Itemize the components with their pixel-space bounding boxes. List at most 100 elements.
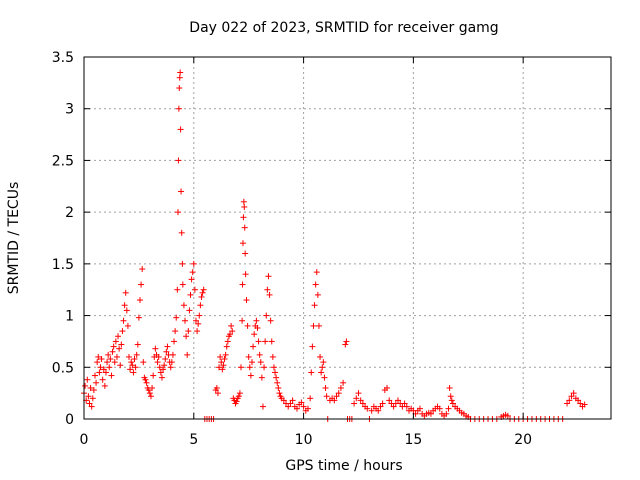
data-point <box>194 328 201 335</box>
data-point <box>357 397 364 404</box>
data-point <box>162 356 169 363</box>
data-point <box>504 412 511 419</box>
data-point <box>110 343 117 350</box>
data-point <box>321 374 328 381</box>
data-point <box>143 379 150 386</box>
data-point <box>280 397 287 404</box>
data-point <box>128 359 135 366</box>
data-point <box>164 343 171 350</box>
data-point <box>248 359 255 366</box>
data-point <box>244 322 251 329</box>
data-point <box>157 369 164 376</box>
data-point <box>239 281 246 288</box>
x-tick-label: 15 <box>404 432 422 448</box>
data-point <box>443 410 450 417</box>
data-point <box>123 307 130 314</box>
data-point <box>375 407 382 414</box>
data-point <box>179 281 186 288</box>
data-point <box>152 345 159 352</box>
data-point <box>245 353 252 360</box>
data-point <box>342 341 349 348</box>
data-point <box>355 390 362 397</box>
data-point <box>267 317 274 324</box>
data-point <box>309 343 316 350</box>
data-point <box>147 393 154 400</box>
data-point <box>312 281 319 288</box>
data-point <box>285 403 292 410</box>
data-point <box>216 364 223 371</box>
data-point <box>188 276 195 283</box>
data-point <box>263 312 270 319</box>
data-point <box>258 374 265 381</box>
data-point <box>117 362 124 369</box>
data-point <box>233 398 240 405</box>
y-tick-label: 1 <box>65 309 74 325</box>
data-point <box>229 328 236 335</box>
data-point <box>145 387 152 394</box>
data-point <box>568 393 575 400</box>
data-point <box>319 364 326 371</box>
data-point <box>187 291 194 298</box>
data-point <box>259 403 266 410</box>
data-point <box>106 364 113 371</box>
data-point <box>289 397 296 404</box>
data-point <box>199 289 206 296</box>
data-point <box>132 364 139 371</box>
x-tick-label: 10 <box>295 432 313 448</box>
data-point <box>337 384 344 391</box>
data-point <box>179 260 186 267</box>
y-tick-label: 2 <box>65 205 74 221</box>
x-tick-label: 0 <box>80 432 89 448</box>
data-point <box>183 333 190 340</box>
data-point <box>155 353 162 360</box>
data-point <box>158 374 165 381</box>
data-point <box>97 364 104 371</box>
data-point <box>185 328 192 335</box>
data-point <box>87 384 94 391</box>
data-point <box>236 390 243 397</box>
y-tick-label: 3.5 <box>52 50 74 66</box>
data-point <box>214 390 221 397</box>
data-point <box>127 366 134 373</box>
data-point <box>223 343 230 350</box>
data-point <box>171 338 178 345</box>
data-point <box>275 384 282 391</box>
data-point <box>189 269 196 276</box>
data-point <box>174 209 181 216</box>
data-point <box>200 286 207 293</box>
tick-labels: 0 0.5 1 1.5 2 2.5 3 3.5 0 5 10 15 20 <box>52 50 532 448</box>
data-point <box>564 400 571 407</box>
data-point <box>351 400 358 407</box>
data-point <box>401 400 408 407</box>
y-tick-label: 2.5 <box>52 153 74 169</box>
data-point <box>386 397 393 404</box>
data-point <box>298 399 305 406</box>
data-point <box>94 359 101 366</box>
data-point <box>266 291 273 298</box>
data-point <box>243 297 250 304</box>
x-axis-label: GPS time / hours <box>285 458 402 474</box>
data-point <box>118 341 125 348</box>
data-point <box>135 314 142 321</box>
data-point <box>228 322 235 329</box>
x-tick-label: 5 <box>189 432 198 448</box>
data-point <box>195 320 202 327</box>
data-point <box>304 405 311 412</box>
data-point <box>331 397 338 404</box>
data-point <box>126 353 133 360</box>
data-point <box>315 322 322 329</box>
data-point <box>124 322 131 329</box>
data-point <box>241 203 248 210</box>
data-point <box>353 395 360 402</box>
data-point <box>246 364 253 371</box>
data-point <box>163 348 170 355</box>
data-point <box>256 351 263 358</box>
data-point <box>174 286 181 293</box>
data-point <box>182 317 189 324</box>
data-point <box>333 393 340 400</box>
data-point <box>85 393 92 400</box>
data-point <box>160 366 167 373</box>
data-point <box>197 302 204 309</box>
data-point <box>109 348 116 355</box>
